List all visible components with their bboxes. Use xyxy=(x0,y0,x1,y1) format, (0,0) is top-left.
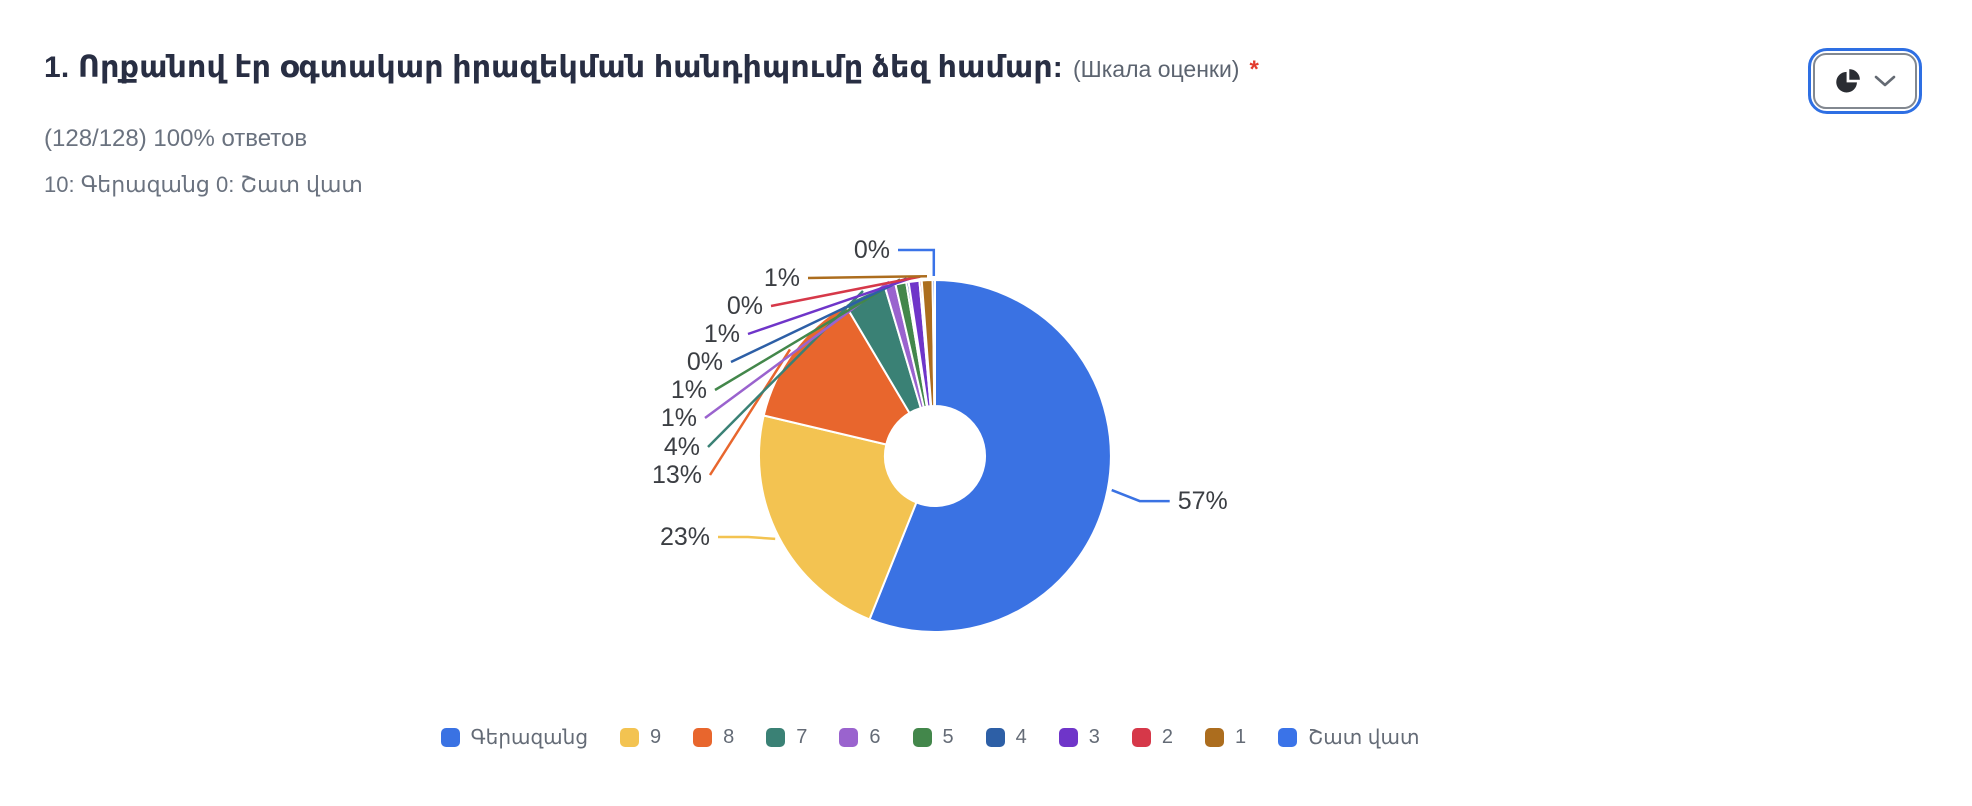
legend-item-10[interactable]: Շատ վատ xyxy=(1278,725,1419,750)
legend-item-1[interactable]: 9 xyxy=(620,726,661,749)
legend-item-7[interactable]: 3 xyxy=(1058,726,1100,749)
chart-type-selector-button[interactable] xyxy=(1808,48,1922,114)
pie-slice-2[interactable] xyxy=(762,303,911,446)
leader-line-2 xyxy=(708,348,792,476)
pie-chart-icon xyxy=(1836,68,1860,93)
legend-label: 5 xyxy=(942,726,954,748)
question-subtitle: (Шкала оценки) xyxy=(1073,56,1240,82)
legend-item-8[interactable]: 2 xyxy=(1131,726,1173,749)
donut-chart: 57%23%13%4%1%1%0%1%0%1%0% xyxy=(652,236,1228,633)
legend-swatch-icon xyxy=(440,728,460,747)
legend-swatch-icon xyxy=(620,728,639,747)
slice-percent-label-8: 0% xyxy=(727,292,763,320)
legend-swatch-icon xyxy=(766,728,786,747)
legend-label: 8 xyxy=(723,726,735,748)
leader-line-9 xyxy=(807,274,928,280)
leader-line-1 xyxy=(718,535,776,541)
legend-label: 4 xyxy=(1015,726,1027,748)
slice-percent-label-0: 57% xyxy=(1178,487,1228,515)
legend-swatch-icon xyxy=(839,728,859,747)
responses-summary: (128/128) 100% ответов xyxy=(44,125,308,152)
leader-line-7 xyxy=(747,276,914,336)
question-title-row: 1. Որքանով էր օգտակար իրազեկման հանդիպու… xyxy=(44,50,1259,85)
legend-label: 6 xyxy=(869,726,881,748)
legend-swatch-icon xyxy=(1278,728,1298,747)
leader-line-0 xyxy=(1111,488,1170,503)
pie-slice-0[interactable] xyxy=(868,279,1112,633)
slice-percent-label-10: 0% xyxy=(854,236,890,264)
slice-percent-label-5: 1% xyxy=(671,376,707,404)
legend-item-5[interactable]: 5 xyxy=(912,726,954,749)
legend-label: 1 xyxy=(1235,726,1247,748)
pie-slice-1[interactable] xyxy=(757,414,918,621)
legend-item-3[interactable]: 7 xyxy=(766,726,807,749)
legend-label: 7 xyxy=(796,726,808,748)
slice-percent-label-1: 23% xyxy=(660,523,710,551)
legend-swatch-icon xyxy=(1131,728,1151,747)
legend-label: 3 xyxy=(1088,726,1100,748)
legend-item-4[interactable]: 6 xyxy=(839,726,881,749)
legend-label: Շատ վատ xyxy=(1308,727,1420,749)
legend-item-9[interactable]: 1 xyxy=(1205,726,1246,749)
leader-line-8 xyxy=(770,275,921,308)
legend-item-2[interactable]: 8 xyxy=(693,726,734,749)
required-asterisk: * xyxy=(1249,56,1259,83)
legend-swatch-icon xyxy=(1205,728,1224,747)
leader-line-10 xyxy=(898,248,936,276)
chevron-down-icon xyxy=(1874,75,1896,87)
slice-percent-label-3: 4% xyxy=(664,433,700,461)
legend-label: 2 xyxy=(1161,726,1173,748)
pie-slice-10[interactable] xyxy=(931,278,936,407)
slice-percent-label-9: 1% xyxy=(764,264,800,292)
legend-label: 9 xyxy=(650,726,662,748)
leader-line-6 xyxy=(730,277,908,364)
legend-swatch-icon xyxy=(912,728,932,747)
legend-swatch-icon xyxy=(693,728,713,747)
question-title: 1. Որքանով էր օգտակար իրազեկման հանդիպու… xyxy=(44,51,1063,84)
legend-item-6[interactable]: 4 xyxy=(985,726,1027,749)
slice-percent-label-7: 1% xyxy=(704,320,740,348)
legend-swatch-icon xyxy=(985,728,1005,747)
legend-swatch-icon xyxy=(1058,728,1078,747)
chart-legend: Գերազանց 9 8 7 6 5 4 3 2 1 Շատ վատ xyxy=(0,725,1916,750)
leader-line-5 xyxy=(714,278,901,392)
slice-percent-label-4: 1% xyxy=(661,404,697,432)
legend-item-0[interactable]: Գերազանց xyxy=(440,725,588,750)
legend-label: Գերազանց xyxy=(470,727,588,749)
chart-type-button-face xyxy=(1813,53,1917,109)
slice-percent-label-2: 13% xyxy=(652,461,702,489)
scale-hint: 10: Գերազանց 0: Շատ վատ xyxy=(44,172,363,197)
slice-percent-label-6: 0% xyxy=(687,348,723,376)
